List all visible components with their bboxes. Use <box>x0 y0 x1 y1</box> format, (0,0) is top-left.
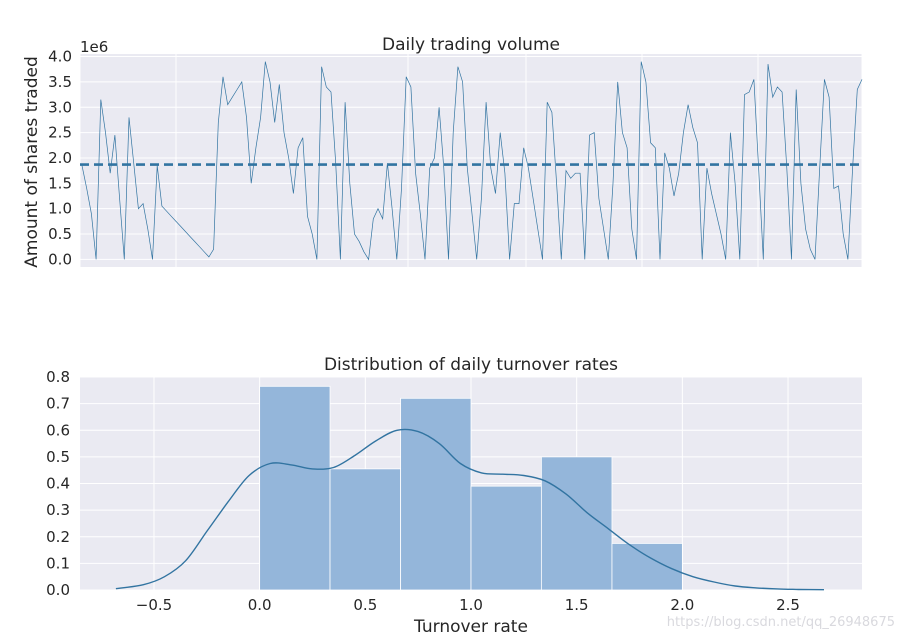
volume-chart: 0.0 0.5 1.0 1.5 2.0 2.5 3.0 3.5 4.0 Daily tradin… <box>22 35 863 269</box>
turnover-y-tick-label: 0.8 <box>46 368 70 386</box>
histogram-bar <box>329 468 402 591</box>
turnover-y-tick-label: 0.7 <box>46 395 70 413</box>
volume-title: Daily trading volume <box>382 35 560 55</box>
volume-offset-label: 1e6 <box>80 38 108 56</box>
turnover-x-tick-label: −0.5 <box>136 596 172 614</box>
turnover-x-tick-label: 1.0 <box>459 596 483 614</box>
turnover-x-axis-label: Turnover rate <box>413 617 528 637</box>
volume-y-tick-label: 0.5 <box>48 225 72 243</box>
turnover-x-tick-label: 1.5 <box>565 596 589 614</box>
turnover-x-ticks: −0.5 0.0 0.5 1.0 1.5 2.0 2.5 <box>136 596 800 614</box>
volume-y-tick-label: 3.0 <box>48 98 72 116</box>
volume-y-tick-label: 3.5 <box>48 73 72 91</box>
turnover-x-tick-label: 2.5 <box>776 596 800 614</box>
volume-y-tick-label: 2.0 <box>48 149 72 167</box>
turnover-kde <box>115 428 825 591</box>
volume-y-ticks: 0.0 0.5 1.0 1.5 2.0 2.5 3.0 3.5 4.0 <box>48 48 72 269</box>
volume-y-axis-label: Amount of shares traded <box>22 56 42 268</box>
turnover-y-tick-label: 0.6 <box>46 421 70 439</box>
histogram-bar <box>470 485 542 591</box>
kde-curve <box>115 428 825 591</box>
volume-y-tick-label: 4.0 <box>48 48 72 66</box>
volume-plot-area <box>80 54 862 267</box>
turnover-chart: 0.0 0.1 0.2 0.3 0.4 0.5 0.6 0.7 0.8 −0.5 0.0 0.5 1.… <box>46 355 862 637</box>
turnover-x-tick-label: 0.5 <box>353 596 377 614</box>
turnover-y-ticks: 0.0 0.1 0.2 0.3 0.4 0.5 0.6 0.7 0.8 <box>46 368 70 599</box>
turnover-y-tick-label: 0.2 <box>46 528 70 546</box>
volume-y-tick-label: 1.5 <box>48 174 72 192</box>
turnover-x-tick-label: 0.0 <box>248 596 272 614</box>
watermark: https://blog.csdn.net/qq_26948675 <box>666 615 895 630</box>
volume-grid <box>79 54 863 267</box>
volume-y-tick-label: 1.0 <box>48 200 72 218</box>
turnover-title: Distribution of daily turnover rates <box>324 355 618 375</box>
volume-y-tick-label: 2.5 <box>48 124 72 142</box>
histogram-bar <box>611 543 683 591</box>
turnover-y-tick-label: 0.1 <box>46 554 70 572</box>
volume-line <box>81 61 863 261</box>
turnover-y-tick-label: 0.5 <box>46 448 70 466</box>
histogram-bar <box>400 397 472 591</box>
turnover-y-tick-label: 0.4 <box>46 475 70 493</box>
turnover-histogram <box>259 385 683 591</box>
histogram-bar <box>259 385 331 591</box>
volume-y-tick-label: 0.0 <box>48 250 72 268</box>
volume-series <box>80 61 863 261</box>
turnover-y-tick-label: 0.3 <box>46 501 70 519</box>
turnover-y-tick-label: 0.0 <box>46 581 70 599</box>
turnover-x-tick-label: 2.0 <box>670 596 694 614</box>
